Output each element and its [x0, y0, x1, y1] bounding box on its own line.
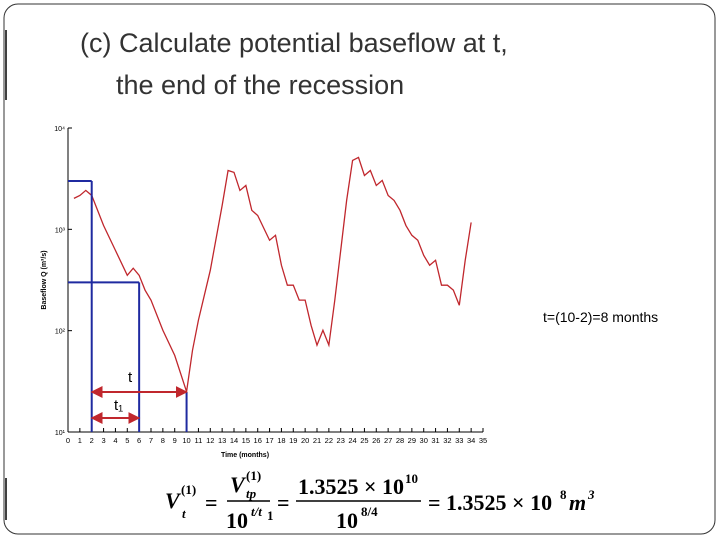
formula-part: = 1.3525 × 10 [428, 490, 552, 515]
x-tick-label: 30 [420, 436, 428, 445]
title-line: (c) Calculate potential baseflow at t, [80, 28, 508, 58]
x-tick-label: 20 [301, 436, 309, 445]
y-axis-label: Baseflow Q (m³/s) [41, 250, 48, 309]
x-tick-label: 31 [431, 436, 439, 445]
formula-part: 10 [336, 508, 358, 533]
annotation: t=(10-2)=8 months [543, 309, 658, 325]
x-tick-label: 9 [173, 436, 177, 445]
x-tick-label: 1 [78, 436, 82, 445]
x-tick-label: 6 [137, 436, 141, 445]
x-tick-label: 35 [479, 436, 487, 445]
series-line [73, 156, 472, 392]
formula-part: 1 [267, 508, 274, 523]
t-label: t [128, 369, 133, 386]
formula-part: (1) [181, 482, 196, 497]
formula-part: 3 [587, 487, 595, 502]
title-line: the end of the recession [116, 70, 404, 100]
x-tick-label: 3 [101, 436, 105, 445]
formula-part: t/t [251, 504, 262, 519]
x-tick-label: 34 [467, 436, 475, 445]
formula: V (1) t = V (1) tp 10 t/t 1 = 1.3525 × 1… [165, 468, 595, 533]
y-tick-label: 10⁴ [54, 126, 65, 133]
x-tick-label: 26 [372, 436, 380, 445]
x-tick-label: 29 [408, 436, 416, 445]
formula-part: 10 [405, 471, 418, 486]
x-tick-label: 16 [254, 436, 262, 445]
x-tick-label: 4 [113, 436, 117, 445]
slide-border [3, 3, 716, 535]
x-axis-label: Time (months) [221, 452, 269, 459]
formula-part: 8/4 [361, 504, 378, 519]
x-tick-label: 21 [313, 436, 321, 445]
x-tick-label: 15 [242, 436, 250, 445]
formula-part: V [230, 472, 247, 497]
formula-part: = [205, 490, 218, 515]
x-tick-label: 14 [230, 436, 238, 445]
x-tick-label: 33 [455, 436, 463, 445]
formula-part: 10 [226, 508, 248, 533]
formula-part: tp [246, 486, 257, 501]
formula-part: 8 [560, 487, 567, 502]
x-tick-label: 23 [337, 436, 345, 445]
formula-part: 1.3525 × 10 [298, 474, 404, 499]
x-tick-label: 18 [277, 436, 285, 445]
x-tick-label: 28 [396, 436, 404, 445]
x-tick-label: 7 [149, 436, 153, 445]
x-tick-label: 2 [90, 436, 94, 445]
formula-part: t [182, 506, 186, 521]
x-tick-label: 13 [218, 436, 226, 445]
x-tick-label: 8 [161, 436, 165, 445]
x-tick-label: 19 [289, 436, 297, 445]
x-tick-label: 0 [66, 436, 70, 445]
y-tick-label: 10³ [55, 227, 66, 234]
x-tick-label: 32 [443, 436, 451, 445]
t1-label: t₁ [114, 397, 123, 414]
x-tick-label: 10 [182, 436, 190, 445]
formula-part: V [165, 488, 182, 513]
x-tick-label: 22 [325, 436, 333, 445]
x-tick-label: 12 [206, 436, 214, 445]
formula-part: m [569, 490, 586, 515]
x-tick-label: 24 [348, 436, 356, 445]
x-tick-label: 5 [125, 436, 129, 445]
x-tick-label: 27 [384, 436, 392, 445]
formula-part: (1) [246, 468, 261, 483]
x-tick-label: 17 [265, 436, 273, 445]
formula-part: = [277, 490, 290, 515]
y-tick-label: 10¹ [55, 430, 66, 437]
x-tick-label: 25 [360, 436, 368, 445]
y-tick-label: 10² [55, 329, 66, 336]
x-tick-label: 11 [195, 436, 203, 445]
